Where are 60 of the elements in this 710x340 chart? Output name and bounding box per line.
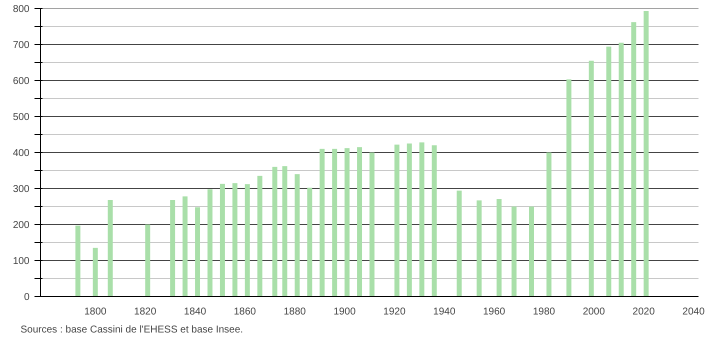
bar: [75, 226, 80, 296]
y-tick-label: 600: [12, 76, 30, 87]
bar: [432, 145, 437, 296]
x-tick-label: 1860: [234, 306, 256, 318]
bar: [244, 184, 250, 296]
x-tick-label: 1920: [383, 306, 406, 318]
x-tick-label: 1820: [134, 306, 157, 318]
bar: [529, 206, 534, 296]
bar: [566, 79, 572, 296]
bar: [512, 206, 517, 296]
source-note: Sources : base Cassini de l'EHESS et base Insee.: [20, 324, 244, 336]
bar: [357, 147, 362, 296]
bar: [332, 148, 338, 296]
bar: [294, 174, 300, 296]
x-tick-label: 1880: [284, 306, 306, 318]
x-tick-label: 1800: [84, 306, 107, 318]
bar: [182, 196, 188, 296]
bar: [232, 183, 238, 296]
x-tick-label: 1980: [532, 306, 556, 318]
bar: [631, 22, 636, 296]
bar: [344, 148, 350, 296]
bar: [618, 42, 624, 296]
x-tick-label: 1960: [483, 306, 506, 318]
bar: [419, 142, 424, 296]
bar: [456, 190, 462, 296]
bar: [406, 144, 412, 296]
bar: [108, 200, 113, 296]
bar: [394, 144, 400, 296]
y-tick-label: 500: [12, 112, 30, 123]
bar: [92, 248, 98, 296]
bar: [170, 200, 176, 296]
bar: [644, 11, 649, 296]
bar: [207, 189, 212, 296]
x-tick-label: 1840: [184, 306, 207, 318]
bar: [588, 60, 594, 296]
x-tick-label: 1900: [333, 306, 356, 318]
x-tick-label: 1940: [433, 306, 456, 318]
y-tick-label: 400: [12, 148, 30, 159]
bar: [145, 224, 150, 296]
y-tick-label: 100: [12, 256, 30, 267]
y-tick-label: 300: [12, 184, 30, 195]
bar: [272, 166, 278, 296]
y-tick-label: 0: [24, 292, 30, 303]
y-tick-label: 800: [12, 4, 30, 15]
y-tick-label: 700: [12, 40, 30, 51]
bar: [220, 184, 225, 296]
bar: [496, 198, 502, 296]
x-tick-label: 2020: [632, 306, 656, 318]
bar: [546, 152, 552, 296]
bar: [282, 166, 288, 296]
bar: [606, 46, 612, 296]
bar: [320, 148, 325, 296]
bar: [476, 200, 482, 296]
bar: [370, 152, 374, 296]
x-tick-label: 2040: [682, 306, 706, 318]
bar: [195, 207, 200, 296]
x-tick-label: 2000: [582, 306, 606, 318]
bar: [257, 176, 262, 296]
y-tick-label: 200: [12, 220, 30, 231]
bar: [307, 188, 312, 296]
